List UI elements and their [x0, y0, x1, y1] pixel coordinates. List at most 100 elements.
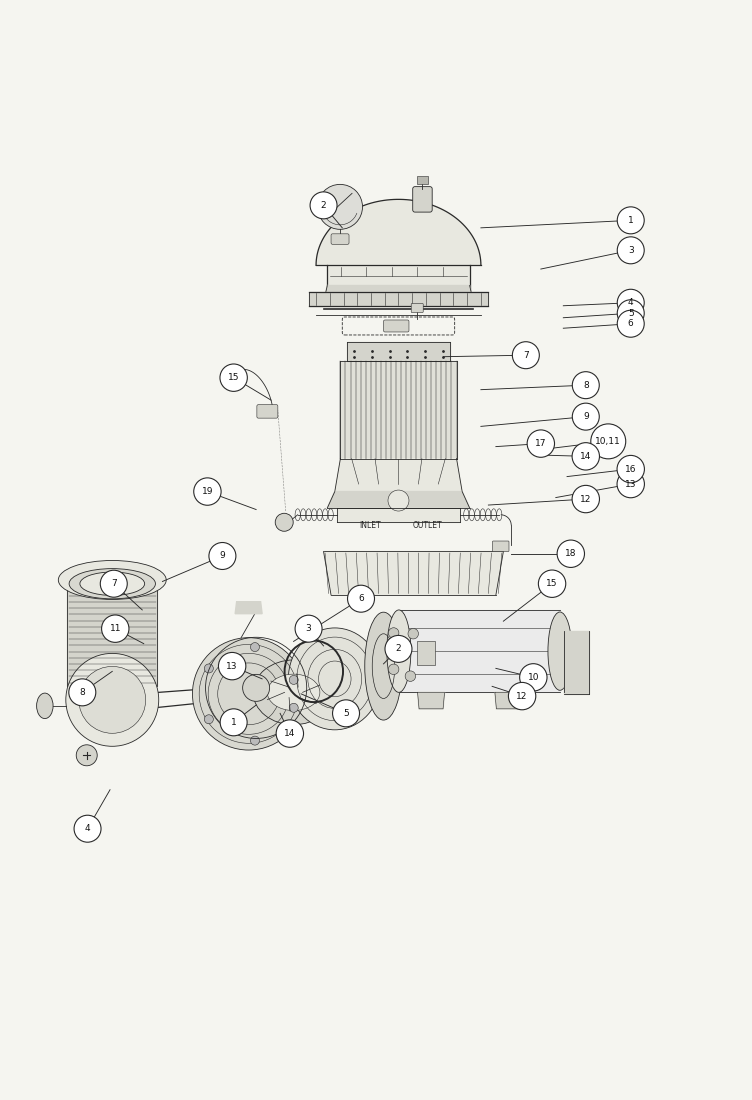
Circle shape: [408, 628, 418, 639]
Polygon shape: [341, 361, 456, 459]
Circle shape: [388, 491, 409, 512]
Text: 17: 17: [535, 439, 547, 448]
Text: 14: 14: [284, 729, 296, 738]
Circle shape: [617, 289, 644, 316]
Text: 9: 9: [583, 412, 589, 421]
Text: 7: 7: [523, 351, 529, 360]
Text: 15: 15: [546, 580, 558, 588]
Text: INLET: INLET: [359, 520, 381, 529]
Circle shape: [508, 682, 535, 710]
Circle shape: [66, 653, 159, 746]
Circle shape: [250, 736, 259, 745]
Circle shape: [243, 674, 270, 702]
Circle shape: [100, 570, 127, 597]
Polygon shape: [564, 630, 589, 694]
Ellipse shape: [387, 609, 411, 692]
Polygon shape: [235, 602, 262, 614]
Circle shape: [538, 570, 566, 597]
Circle shape: [317, 185, 362, 229]
Circle shape: [617, 455, 644, 483]
Circle shape: [385, 636, 412, 662]
Circle shape: [250, 642, 259, 651]
Text: 10: 10: [528, 673, 539, 682]
Text: 5: 5: [343, 708, 349, 718]
Circle shape: [290, 703, 299, 713]
Text: 8: 8: [583, 381, 589, 389]
FancyBboxPatch shape: [257, 405, 277, 418]
Text: 7: 7: [111, 580, 117, 588]
Polygon shape: [327, 492, 470, 508]
Circle shape: [290, 675, 299, 684]
Circle shape: [388, 664, 399, 674]
FancyBboxPatch shape: [493, 541, 509, 551]
Text: 15: 15: [228, 373, 239, 382]
Polygon shape: [68, 586, 157, 686]
Ellipse shape: [365, 613, 402, 720]
Text: 6: 6: [358, 594, 364, 603]
Circle shape: [102, 615, 129, 642]
Polygon shape: [495, 692, 522, 708]
Circle shape: [388, 628, 399, 638]
Circle shape: [572, 442, 599, 470]
Circle shape: [332, 700, 359, 727]
Circle shape: [347, 585, 374, 613]
Circle shape: [219, 652, 246, 680]
Circle shape: [209, 542, 236, 570]
Text: 4: 4: [85, 824, 90, 833]
Polygon shape: [323, 551, 503, 595]
Circle shape: [69, 679, 96, 706]
Text: 14: 14: [580, 452, 592, 461]
Text: 8: 8: [80, 688, 85, 697]
Circle shape: [617, 471, 644, 498]
Circle shape: [310, 191, 337, 219]
Circle shape: [520, 663, 547, 691]
Text: 1: 1: [628, 216, 634, 224]
FancyBboxPatch shape: [417, 176, 428, 184]
Text: 6: 6: [628, 319, 634, 328]
Text: 12: 12: [580, 495, 592, 504]
Ellipse shape: [59, 561, 166, 600]
Circle shape: [591, 424, 626, 459]
FancyBboxPatch shape: [331, 234, 349, 244]
Polygon shape: [316, 199, 481, 265]
Polygon shape: [417, 692, 444, 708]
Text: 11: 11: [110, 624, 121, 634]
Circle shape: [205, 664, 214, 673]
Circle shape: [220, 708, 247, 736]
Circle shape: [557, 540, 584, 568]
Text: 2: 2: [321, 201, 326, 210]
Circle shape: [276, 719, 304, 747]
Circle shape: [617, 300, 644, 327]
Circle shape: [617, 310, 644, 338]
Polygon shape: [399, 609, 560, 692]
Text: OUTLET: OUTLET: [412, 520, 441, 529]
Polygon shape: [326, 286, 472, 294]
FancyBboxPatch shape: [413, 187, 432, 212]
Polygon shape: [335, 459, 462, 492]
Text: 13: 13: [625, 480, 636, 488]
Circle shape: [617, 207, 644, 234]
Ellipse shape: [80, 572, 144, 595]
Ellipse shape: [548, 612, 572, 691]
Polygon shape: [327, 265, 470, 290]
Circle shape: [405, 671, 416, 681]
Ellipse shape: [267, 674, 320, 711]
Text: 10,11: 10,11: [596, 437, 621, 446]
Text: 5: 5: [628, 309, 634, 318]
Circle shape: [617, 236, 644, 264]
Circle shape: [220, 364, 247, 392]
Text: 18: 18: [565, 549, 577, 558]
FancyBboxPatch shape: [411, 304, 423, 312]
Circle shape: [572, 485, 599, 513]
Circle shape: [572, 372, 599, 398]
Ellipse shape: [69, 569, 156, 598]
Circle shape: [193, 638, 305, 750]
Polygon shape: [337, 508, 460, 521]
Text: 9: 9: [220, 551, 226, 561]
Circle shape: [527, 430, 554, 458]
Text: 16: 16: [625, 464, 636, 474]
Circle shape: [194, 477, 221, 505]
Text: 2: 2: [396, 645, 402, 653]
FancyBboxPatch shape: [417, 641, 435, 666]
Text: 4: 4: [628, 298, 633, 307]
